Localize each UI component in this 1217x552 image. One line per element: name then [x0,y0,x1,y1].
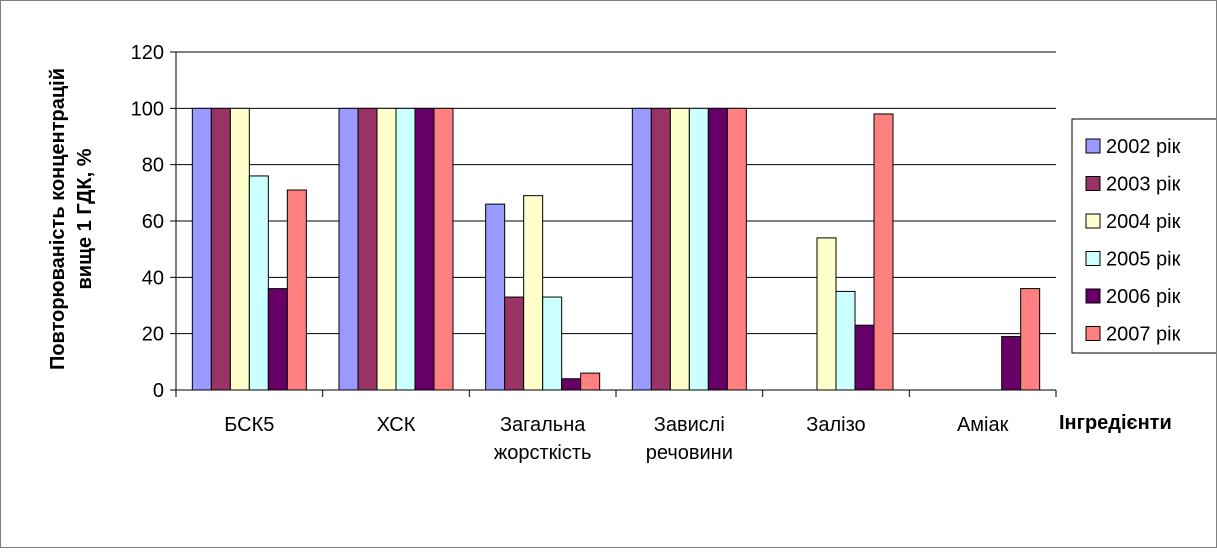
bar [816,237,837,391]
grid-lines [176,51,1056,335]
bar [433,107,454,391]
bar [707,107,728,391]
x-category-label: БСК5 [224,414,274,436]
y-tick-labels: 0 20 40 60 80 100 120 [131,42,164,402]
y-tick-label: 80 [142,155,164,177]
axes [170,51,1057,397]
x-category-label: Аміак [957,414,1009,436]
y-axis-title-text: Повторюваність концентрацій вище 1 ГДК, % [47,68,96,370]
bar [210,107,231,391]
y-tick-label: 40 [142,267,164,289]
x-category-labels: БСК5 ХСК Загальна жорсткість Завислі речовини… [224,414,1008,464]
bar [688,107,709,391]
bar [631,107,652,391]
bar [1020,288,1041,391]
bar [669,107,690,391]
bar [338,107,359,391]
y-tick-label: 120 [131,42,164,64]
bar [485,203,506,391]
bar [376,107,397,391]
legend-swatch [1085,138,1101,154]
bar [414,107,435,391]
legend-label: 2007 рік [1106,324,1181,346]
legend-swatch [1085,288,1101,304]
bar [873,113,894,391]
x-category-label: Загальна жорсткість [494,414,592,464]
y-axis-title: Повторюваність концентрацій вище 1 ГДК, % [47,68,96,370]
bar [523,195,544,391]
legend-label: 2006 рік [1106,286,1181,308]
bar [267,288,288,391]
y-tick-label: 60 [142,211,164,233]
bar [248,175,269,391]
legend-label: 2005 рік [1106,249,1181,271]
x-category-label: Залізо [806,414,865,436]
bar [835,290,856,391]
x-axis-title: Інгредієнти [1059,412,1172,434]
bar [286,189,307,391]
legend: 2002 рік 2003 рік 2004 рік 2005 рік 2006 рік… [1071,118,1217,354]
bar [229,107,250,391]
bar [395,107,416,391]
bar [191,107,212,391]
x-category-label: ХСК [377,414,416,436]
bar [726,107,747,391]
bar [1001,335,1022,391]
legend-label: 2003 рік [1106,174,1181,196]
bar [504,296,525,391]
legend-swatch [1085,326,1101,341]
y-tick-label: 20 [142,324,164,346]
bar [650,107,671,391]
legend-swatch [1085,251,1101,266]
y-tick-label: 100 [131,98,164,120]
bar [854,324,875,391]
bar [561,378,582,391]
legend-swatch [1085,176,1101,191]
y-tick-label: 0 [153,380,164,402]
legend-swatch [1085,213,1101,229]
bar [580,372,601,391]
bar [542,296,563,391]
legend-label: 2002 рік [1106,136,1181,158]
legend-label: 2004 рік [1106,211,1181,233]
bar [357,107,378,391]
legend-box [1071,118,1217,354]
bars [191,107,1041,391]
x-category-label: Завислі речовини [646,414,733,464]
